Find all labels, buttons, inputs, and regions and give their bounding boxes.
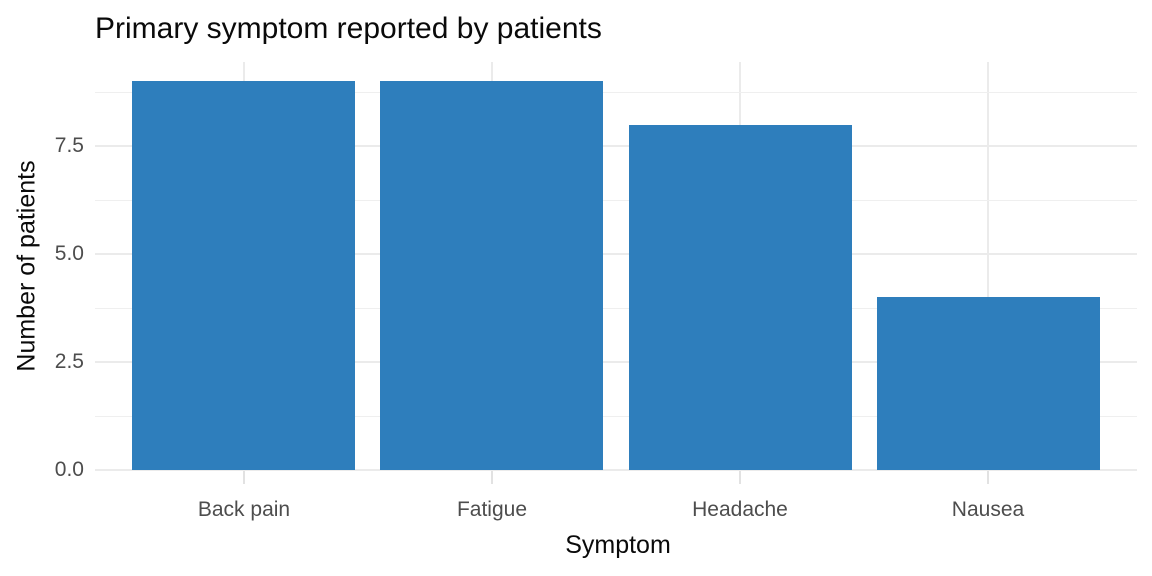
- bar: [380, 81, 603, 470]
- x-tick-mark: [987, 471, 990, 484]
- y-tick-label: 5.0: [54, 242, 84, 265]
- gridline-minor: [95, 92, 1137, 93]
- gridline-minor: [95, 416, 1137, 417]
- gridline-major: [95, 253, 1137, 255]
- y-tick-label: 0.0: [54, 458, 84, 481]
- gridline-minor: [95, 200, 1137, 201]
- gridline-minor: [95, 308, 1137, 309]
- bar: [132, 81, 355, 470]
- gridline-major: [95, 469, 1137, 471]
- x-tick-label: Nausea: [951, 498, 1025, 521]
- y-tick-label: 2.5: [54, 350, 84, 373]
- bar: [877, 297, 1100, 470]
- gridline-major: [95, 361, 1137, 363]
- y-tick-label: 7.5: [54, 134, 84, 157]
- gridline-vertical: [987, 62, 990, 470]
- bar: [629, 125, 852, 470]
- x-tick-mark: [739, 471, 742, 484]
- x-axis-title: Symptom: [565, 531, 671, 559]
- x-tick-mark: [490, 471, 493, 484]
- x-tick-label: Fatigue: [456, 498, 528, 521]
- y-axis-title: Number of patients: [12, 160, 41, 372]
- gridline-major: [95, 145, 1137, 147]
- x-tick-mark: [242, 471, 245, 484]
- x-tick-label: Back pain: [197, 498, 291, 521]
- chart-title: Primary symptom reported by patients: [95, 12, 602, 45]
- x-tick-label: Headache: [692, 498, 788, 521]
